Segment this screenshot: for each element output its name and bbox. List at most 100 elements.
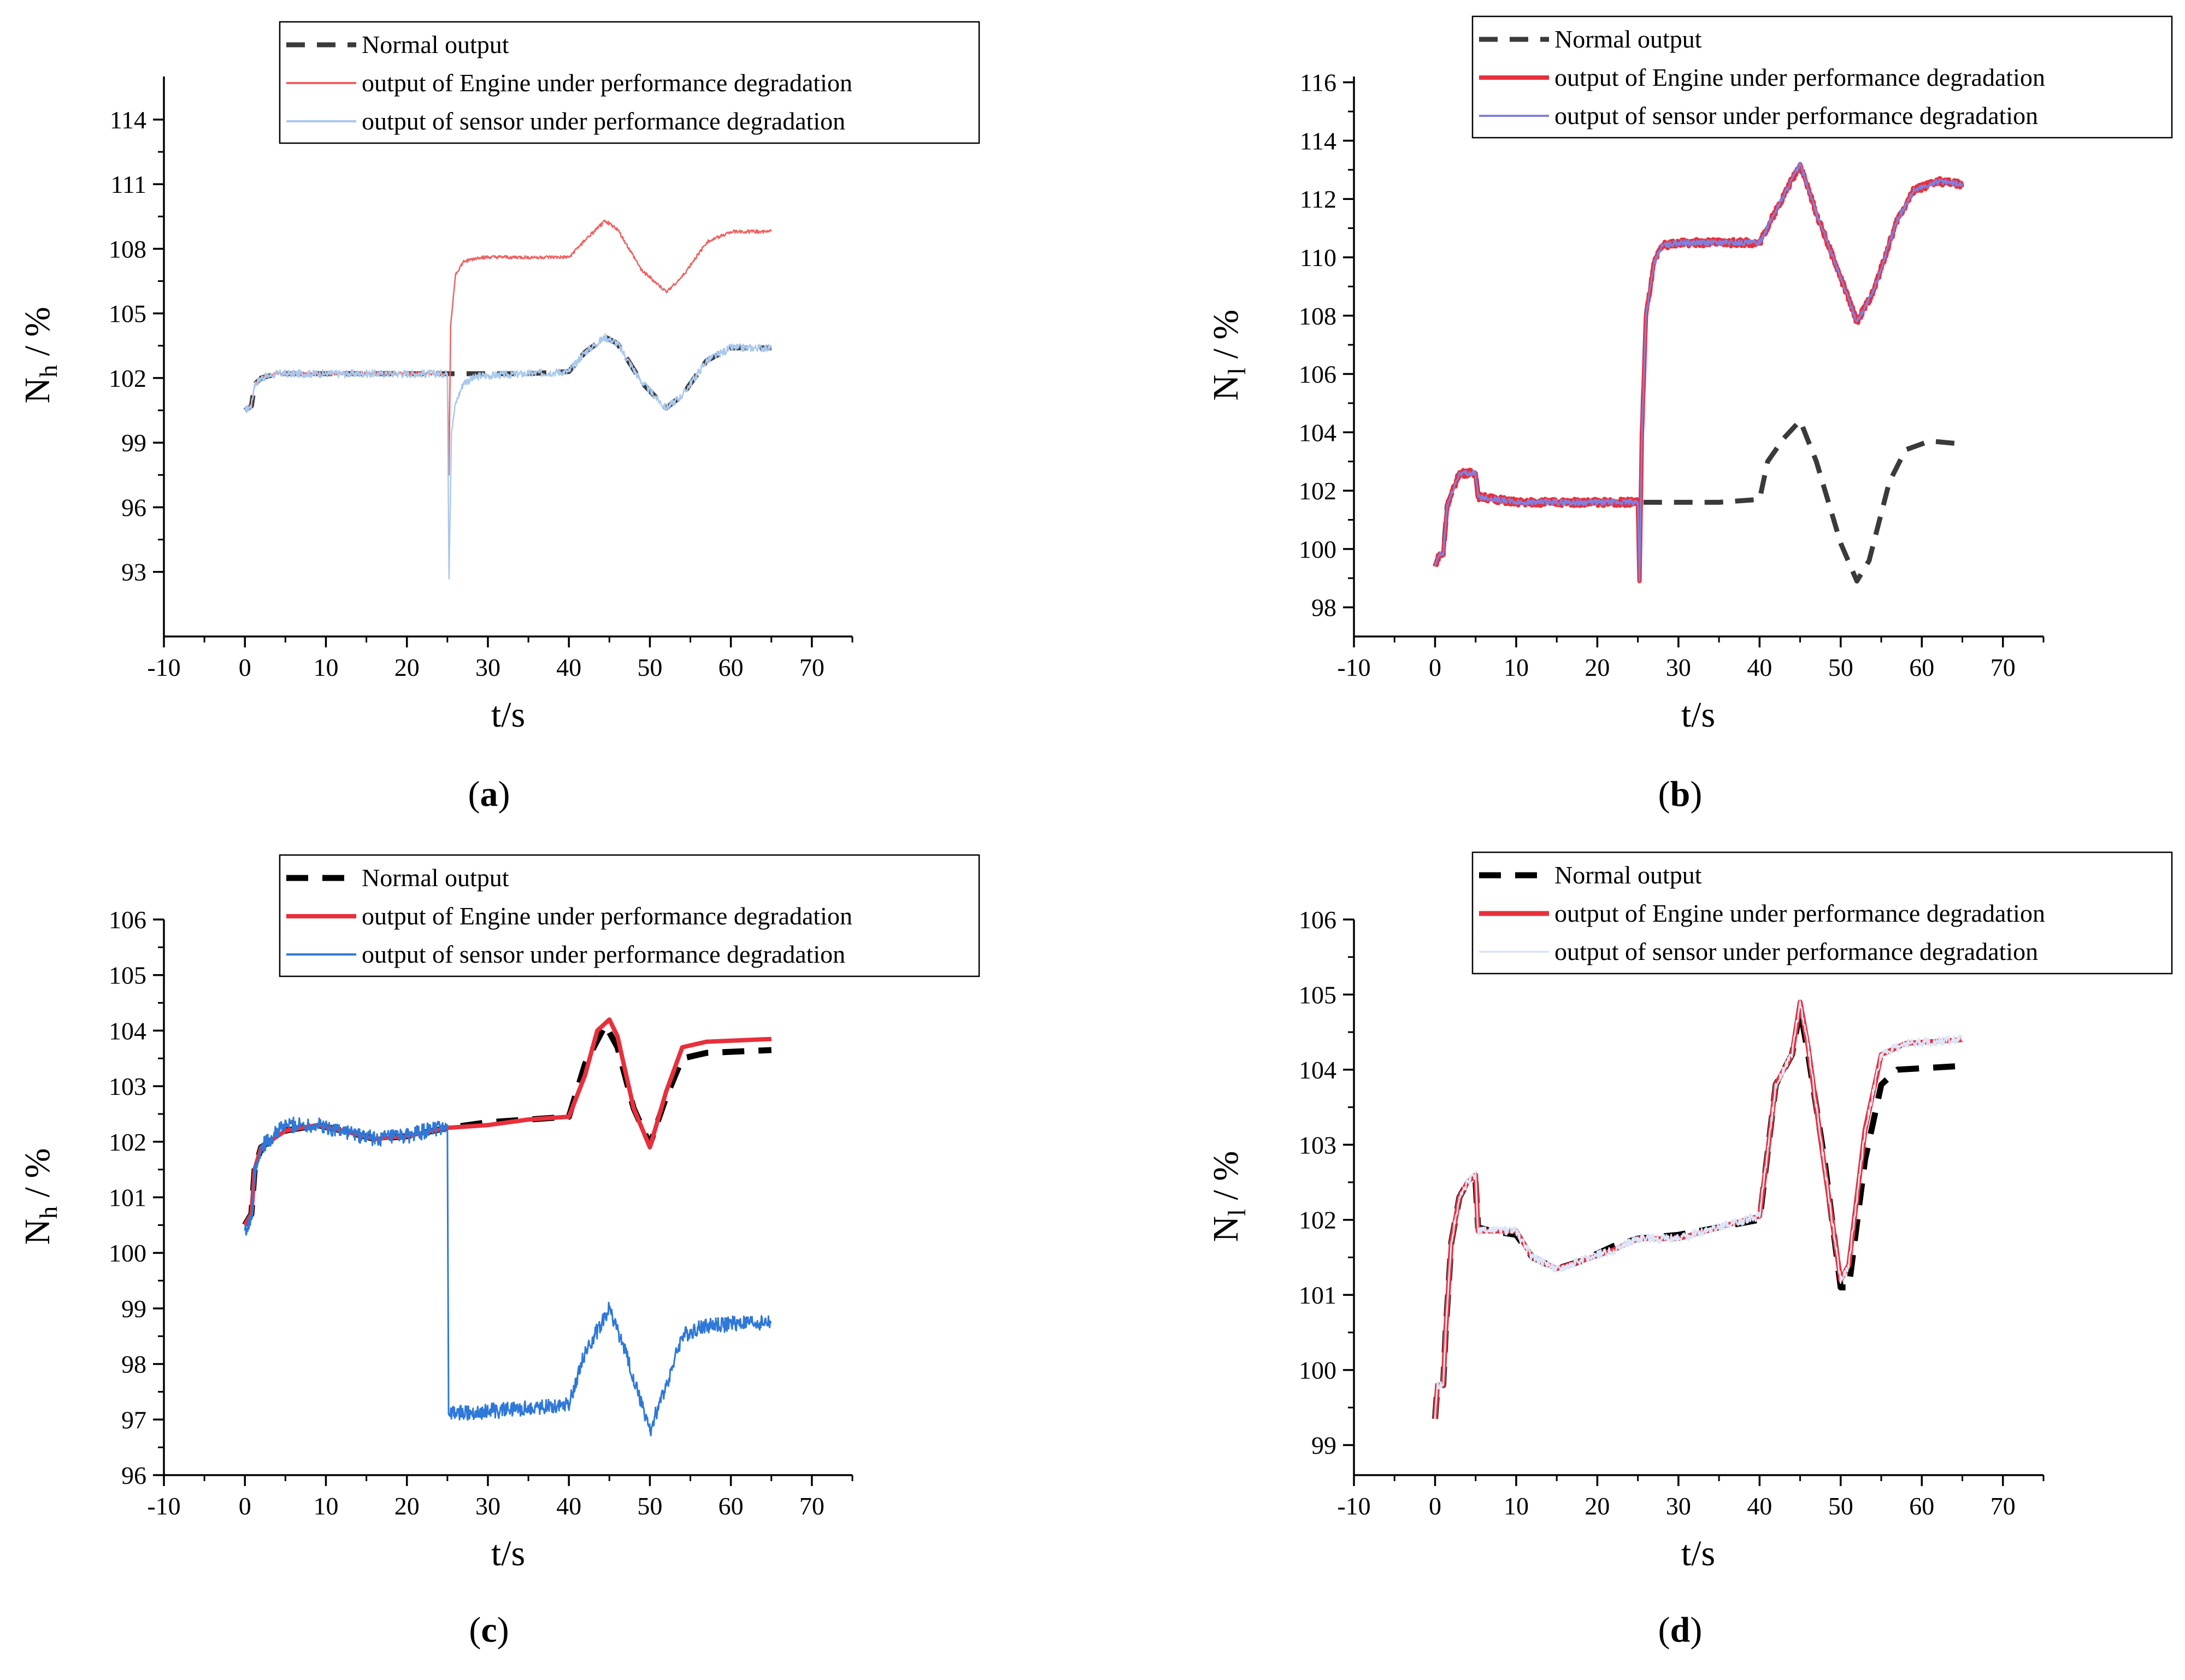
y-tick-label: 102 xyxy=(1299,1206,1336,1234)
panel-caption: (a) xyxy=(468,774,510,814)
x-tick-label: 20 xyxy=(1585,1492,1610,1520)
x-tick-label: 60 xyxy=(1909,1492,1934,1520)
x-tick-label: 0 xyxy=(239,1492,251,1520)
caption-open: ( xyxy=(1658,1610,1670,1650)
y-axis-title-sub: h xyxy=(34,1206,62,1219)
caption-close: ) xyxy=(497,1610,509,1650)
y-tick-label: 114 xyxy=(1300,127,1336,155)
y-axis-title-main: N xyxy=(17,1219,57,1245)
x-tick-label: 70 xyxy=(1990,653,2016,681)
legend-entry: output of Engine under performance degra… xyxy=(362,69,852,97)
caption-close: ) xyxy=(1690,774,1702,814)
x-tick-label: 10 xyxy=(313,653,338,681)
series-line-0 xyxy=(1432,1006,1963,1419)
y-tick-label: 96 xyxy=(121,493,146,521)
x-tick-label: 50 xyxy=(637,653,662,681)
y-tick-label: 104 xyxy=(1299,1056,1336,1084)
y-tick-label: 100 xyxy=(1299,1357,1336,1384)
legend-box xyxy=(1471,851,2173,975)
y-axis-title-rest: / % xyxy=(1206,310,1246,368)
caption-letter: a xyxy=(480,774,498,814)
y-tick-label: 103 xyxy=(109,1072,146,1100)
x-tick-label: 70 xyxy=(1990,1492,2016,1520)
x-tick-label: -10 xyxy=(1337,653,1370,681)
legend-entry: output of sensor under performance degra… xyxy=(362,107,845,135)
legend-entry: output of Engine under performance degra… xyxy=(1554,899,2045,927)
chart-panel-b: -10 0 10 20 30 40 50 60 70 98 100 102 104 106 108 110 11… xyxy=(1206,15,2173,814)
legend-entry: Normal output xyxy=(1554,25,1702,53)
x-tick-label: 0 xyxy=(1429,1492,1441,1520)
x-tick-label: 50 xyxy=(637,1492,662,1520)
x-tick-label: 40 xyxy=(556,653,581,681)
x-tick-label: 50 xyxy=(1828,653,1853,681)
y-axis-title-rest: / % xyxy=(1206,1151,1246,1209)
series-line-1 xyxy=(1433,162,1965,583)
panel-caption: (b) xyxy=(1658,774,1703,814)
y-tick-label: 103 xyxy=(1299,1131,1336,1159)
y-tick-label: 114 xyxy=(110,106,146,134)
y-tick-label: 105 xyxy=(109,962,146,989)
y-tick-label: 108 xyxy=(109,235,146,263)
x-axis-title: t/s xyxy=(491,695,525,735)
caption-letter: b xyxy=(1670,774,1691,814)
y-tick-label: 112 xyxy=(1300,185,1336,213)
y-tick-label: 98 xyxy=(1311,594,1336,622)
legend: Normal output output of Engine under perf… xyxy=(1471,851,2173,975)
y-tick-label: 102 xyxy=(109,1128,146,1156)
x-tick-label: 50 xyxy=(1828,1492,1853,1520)
x-tick-label: 0 xyxy=(239,653,251,681)
y-tick-label: 101 xyxy=(1299,1281,1336,1309)
y-axis-title-sub: l xyxy=(1223,1209,1251,1216)
y-axis-title-sub: l xyxy=(1223,368,1251,375)
y-tick-label: 98 xyxy=(121,1351,146,1378)
y-tick-label: 110 xyxy=(1300,244,1336,272)
x-tick-label: -10 xyxy=(147,653,180,681)
legend: Normal output output of Engine under perf… xyxy=(279,854,980,977)
x-tick-label: 30 xyxy=(475,1492,500,1520)
y-tick-label: 97 xyxy=(121,1406,146,1434)
x-tick-label: -10 xyxy=(1337,1492,1370,1520)
x-tick-label: 30 xyxy=(1666,653,1691,681)
chart-panel-a: -10 0 10 20 30 40 50 60 70 93 96 99 102 105 108 111 114 N… xyxy=(17,21,980,814)
x-tick-label: 20 xyxy=(394,653,420,681)
y-tick-label: 116 xyxy=(1300,69,1336,97)
y-tick-label: 100 xyxy=(109,1239,146,1267)
legend-entry: Normal output xyxy=(362,31,509,58)
x-tick-label: 40 xyxy=(1747,653,1772,681)
caption-open: ( xyxy=(469,1610,481,1650)
caption-letter: c xyxy=(481,1610,497,1650)
caption-close: ) xyxy=(498,774,510,814)
x-tick-label: 30 xyxy=(1666,1492,1691,1520)
y-axis-title-sub: h xyxy=(34,365,62,378)
series-line-2 xyxy=(244,333,772,580)
x-tick-label: 20 xyxy=(1585,653,1610,681)
legend-box xyxy=(279,21,980,144)
y-tick-label: 99 xyxy=(1311,1431,1336,1459)
panel-caption: (d) xyxy=(1658,1610,1703,1650)
series-line-2 xyxy=(244,1116,772,1437)
legend-entry: output of sensor under performance degra… xyxy=(1554,938,2038,965)
y-tick-label: 106 xyxy=(1299,361,1336,388)
y-tick-label: 105 xyxy=(109,300,146,328)
x-tick-label: -10 xyxy=(147,1492,180,1520)
x-tick-label: 30 xyxy=(475,653,500,681)
y-axis-title: Nh / % xyxy=(17,307,62,404)
legend-entry: output of Engine under performance degra… xyxy=(362,902,852,930)
y-axis-title: Nl / % xyxy=(1206,1151,1251,1242)
y-tick-label: 99 xyxy=(121,1295,146,1323)
x-tick-label: 0 xyxy=(1429,653,1441,681)
y-tick-label: 96 xyxy=(121,1461,146,1489)
chart-panel-c: -10 0 10 20 30 40 50 60 70 96 97 98 99 100 101 102 103 10… xyxy=(17,854,980,1650)
x-axis-title: t/s xyxy=(491,1534,525,1573)
legend-entry: output of Engine under performance degra… xyxy=(1554,63,2045,91)
legend-box xyxy=(1471,15,2173,139)
x-tick-label: 20 xyxy=(394,1492,420,1520)
caption-open: ( xyxy=(1658,774,1670,814)
x-tick-label: 40 xyxy=(1747,1492,1772,1520)
x-tick-label: 10 xyxy=(1504,1492,1529,1520)
legend-entry: Normal output xyxy=(1554,861,1702,889)
y-tick-label: 105 xyxy=(1299,981,1336,1009)
y-tick-label: 100 xyxy=(1299,535,1336,563)
y-tick-label: 93 xyxy=(121,558,146,586)
